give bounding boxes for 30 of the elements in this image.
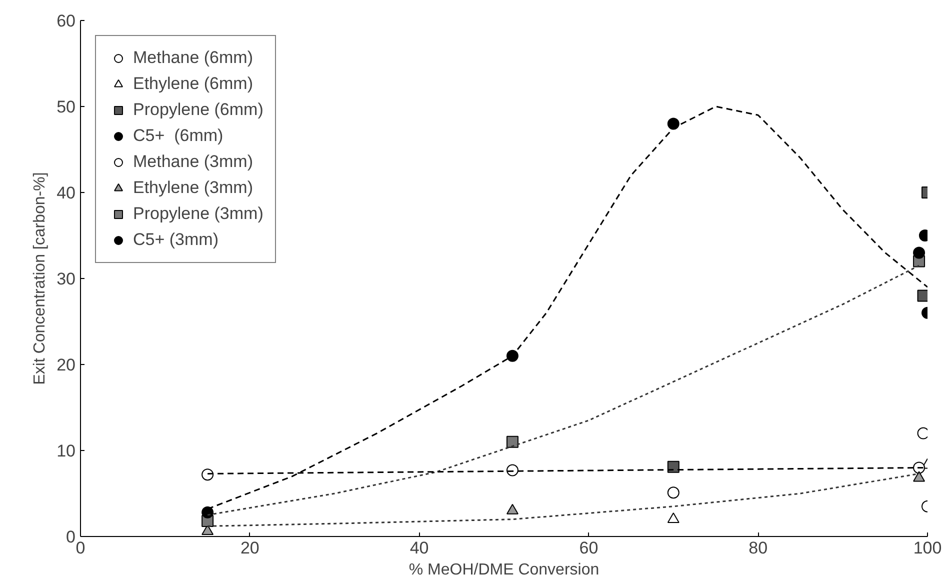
point bbox=[913, 471, 926, 482]
point bbox=[913, 246, 926, 259]
legend-label: Methane (6mm) bbox=[133, 48, 253, 68]
legend-label: C5+ (3mm) bbox=[133, 230, 218, 250]
point bbox=[506, 436, 518, 448]
legend-label: Propylene (6mm) bbox=[133, 100, 264, 120]
point bbox=[202, 468, 214, 481]
point bbox=[506, 504, 518, 514]
x-tick-label: 20 bbox=[240, 538, 260, 558]
y-tick-label: 30 bbox=[56, 270, 76, 288]
y-tick-label: 50 bbox=[56, 98, 76, 116]
legend-label: C5+ (6mm) bbox=[133, 126, 224, 146]
y-tick-label: 20 bbox=[56, 356, 76, 374]
x-tick-label: 100 bbox=[913, 538, 942, 558]
legend-label: Propylene (3mm) bbox=[133, 204, 264, 224]
point bbox=[202, 506, 214, 518]
y-tick-label: 10 bbox=[56, 442, 76, 460]
x-axis-title: % MeOH/DME Conversion bbox=[408, 562, 600, 578]
x-tick-label: 80 bbox=[748, 538, 768, 558]
legend-label: Methane (3mm) bbox=[133, 152, 253, 172]
x-tick-label: 40 bbox=[410, 538, 429, 558]
legend-label: Ethylene (6mm) bbox=[133, 74, 253, 94]
x-tick-label: 60 bbox=[579, 538, 598, 558]
y-axis-title: Exit Concentration [carbon-%] bbox=[32, 172, 49, 385]
point bbox=[917, 427, 928, 440]
point bbox=[917, 290, 928, 302]
y-tick-label: 40 bbox=[56, 184, 76, 202]
legend-label: Ethylene (3mm) bbox=[133, 178, 253, 198]
y-tick-label: 60 bbox=[56, 12, 76, 30]
point bbox=[506, 350, 518, 362]
